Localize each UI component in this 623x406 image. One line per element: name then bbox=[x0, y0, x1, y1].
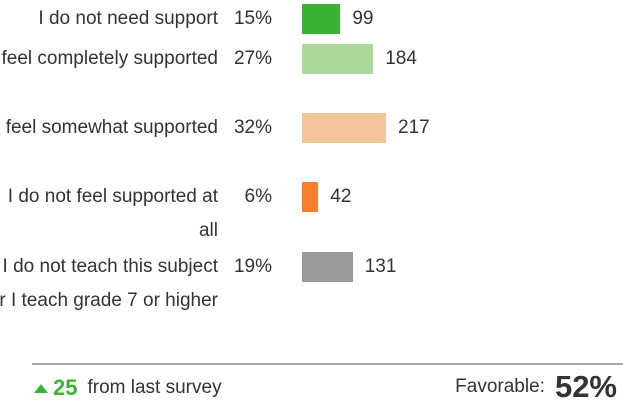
percent-label: 19% bbox=[233, 256, 272, 277]
category-label: I do not teach this subject or I teach g… bbox=[0, 256, 218, 311]
percent-label: 6% bbox=[244, 186, 272, 207]
delta-label: from last survey bbox=[87, 377, 222, 398]
favorable-label: Favorable: bbox=[455, 376, 545, 397]
bar bbox=[302, 4, 341, 34]
divider bbox=[32, 363, 623, 365]
bar bbox=[302, 113, 386, 143]
bar-value-label: 184 bbox=[385, 48, 417, 69]
favorable-value: 52% bbox=[554, 369, 617, 404]
delta-value: 25 bbox=[53, 375, 78, 400]
bar-value-label: 42 bbox=[330, 186, 352, 207]
bar bbox=[302, 252, 353, 282]
category-label: I feel completely supported bbox=[0, 48, 218, 69]
percent-label: 15% bbox=[233, 8, 272, 29]
bar bbox=[302, 44, 374, 74]
favorable-summary: Favorable: 52% bbox=[455, 368, 617, 406]
up-arrow-icon bbox=[34, 383, 48, 393]
bar-value-label: 131 bbox=[364, 256, 397, 277]
bar-value-label: 217 bbox=[398, 117, 430, 138]
percent-label: 32% bbox=[233, 117, 272, 138]
bar-value-label: 99 bbox=[352, 8, 374, 29]
bar bbox=[302, 182, 319, 212]
percent-label: 27% bbox=[233, 48, 272, 69]
category-label: I feel somewhat supported bbox=[0, 117, 218, 138]
category-label: I do not feel supported at all bbox=[7, 186, 218, 241]
survey-delta: 25 from last survey bbox=[34, 370, 222, 406]
category-label: I do not need support bbox=[38, 8, 218, 29]
